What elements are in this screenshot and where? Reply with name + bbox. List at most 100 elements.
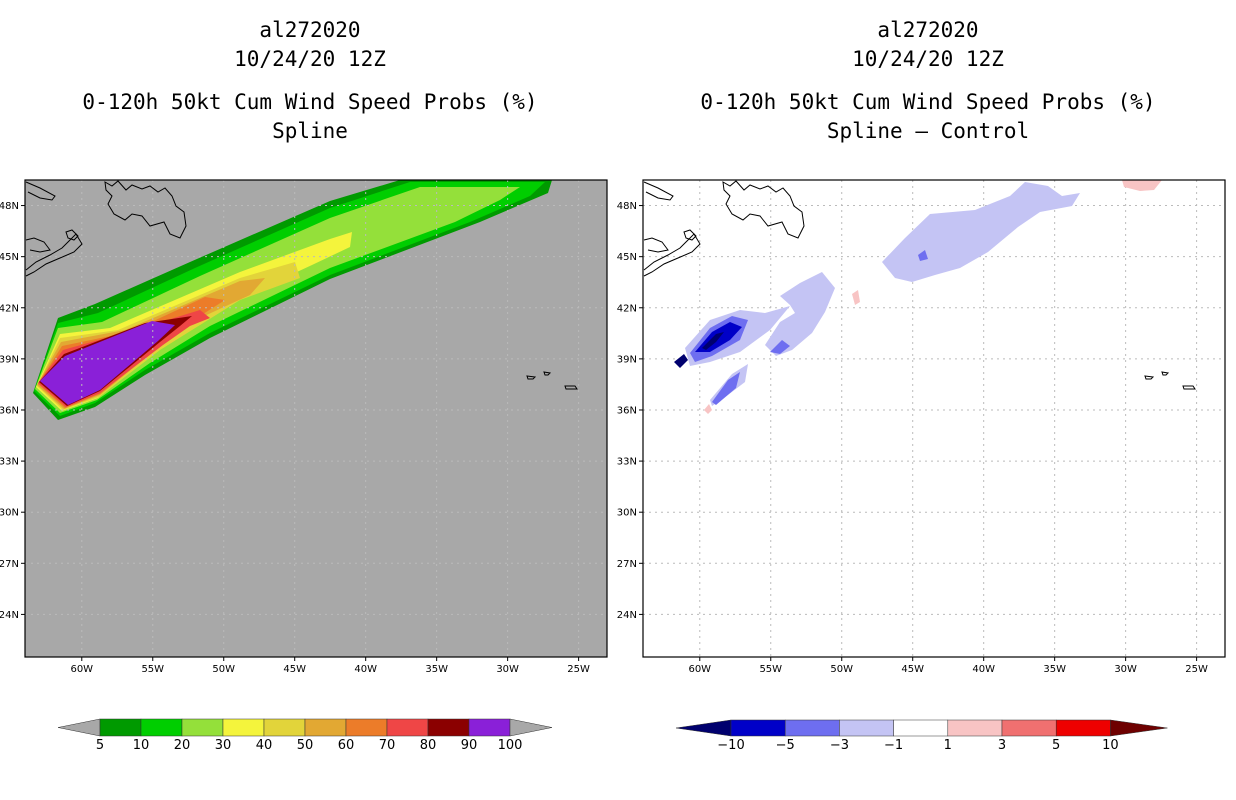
right-lat-lon-grid [643, 180, 1225, 657]
swath-band-90 [40, 321, 175, 405]
lon-label: 45W [283, 664, 306, 675]
diff-negative-extreme [674, 354, 688, 368]
colorbar-swatch [784, 719, 840, 737]
colorbar-swatch [730, 719, 786, 737]
colorbar-swatch [140, 718, 183, 737]
right-map-frame [642, 179, 1226, 658]
lon-label: 60W [688, 664, 711, 675]
lat-label: 36N [617, 405, 637, 416]
left-title-product: 0-120h 50kt Cum Wind Speed Probs (%) Spl… [82, 90, 538, 143]
colorbar-label: 60 [338, 738, 355, 753]
diff-negative-medium [770, 340, 790, 354]
gulf-coast [25, 237, 51, 253]
lat-label: 39N [617, 354, 637, 365]
colorbar-label: −5 [776, 738, 795, 753]
nova-scotia-coast [25, 233, 83, 277]
colorbar-swatch [99, 718, 142, 737]
colorbar-low-arrow [57, 718, 101, 737]
lon-label: 40W [354, 664, 377, 675]
diff-negative-medium [918, 250, 928, 261]
lon-label: 50W [212, 664, 235, 675]
lon-label: 25W [1185, 664, 1208, 675]
diff-negative-medium [712, 372, 740, 405]
newfoundland-coast [104, 180, 187, 239]
swath-band-10 [34, 182, 545, 416]
lon-label: 60W [70, 664, 93, 675]
labrador-coast [643, 181, 674, 201]
left-lat-lon-grid [25, 180, 607, 657]
colorbar-label: 5 [1052, 738, 1060, 753]
colorbar-low-arrow [675, 719, 732, 737]
lon-label: 40W [972, 664, 995, 675]
left-map: 48N 45N 42N 39N 36N 33N 30N 27N 24N 60W 55W 50W 45W… [0, 179, 608, 675]
colorbar-swatch [468, 718, 511, 737]
colorbar-label: 10 [1102, 738, 1119, 753]
left-lat-labels: 48N 45N 42N 39N 36N 33N 30N 27N 24N [0, 201, 25, 621]
colorbar-label: 30 [215, 738, 232, 753]
left-probability-swath [33, 180, 552, 420]
right-lon-labels: 60W 55W 50W 45W 40W 35W 30W 25W [688, 657, 1208, 675]
labrador-coast [25, 181, 56, 201]
lat-label: 33N [617, 457, 637, 468]
colorbar-label: −10 [717, 738, 744, 753]
diff-negative-light [882, 182, 1080, 282]
lat-label: 36N [0, 405, 19, 416]
lat-label: 45N [617, 252, 637, 263]
azores-islands [1144, 371, 1196, 390]
colorbar-swatch [839, 719, 894, 737]
colorbar-label: 80 [420, 738, 437, 753]
colorbar-label: −3 [830, 738, 849, 753]
newfoundland-coast [722, 180, 805, 239]
right-title-header: al272020 10/24/20 12Z [852, 18, 1004, 71]
lon-label: 55W [759, 664, 782, 675]
lat-label: 27N [0, 559, 19, 570]
lat-label: 42N [617, 303, 637, 314]
colorbar-label: 10 [133, 738, 150, 753]
lon-label: 55W [141, 664, 164, 675]
colorbar-swatch [427, 718, 470, 737]
colorbar-swatch [222, 718, 265, 737]
azores-islands [526, 371, 578, 390]
lon-label: 30W [1114, 664, 1137, 675]
lat-label: 24N [617, 610, 637, 621]
lat-label: 45N [0, 252, 19, 263]
lat-label: 42N [0, 303, 19, 314]
gulf-coast [643, 237, 669, 253]
left-map-frame [24, 179, 608, 658]
colorbar-swatch [1001, 719, 1057, 737]
colorbar-swatch [1055, 719, 1111, 737]
lat-label: 30N [0, 508, 19, 519]
left-lon-labels: 60W 55W 50W 45W 40W 35W 30W 25W [70, 657, 590, 675]
colorbar-swatch [263, 718, 306, 737]
colorbar-swatch [181, 718, 224, 737]
right-lat-labels: 48N 45N 42N 39N 36N 33N 30N 27N 24N [617, 201, 643, 621]
right-colorbar: −10 −5 −3 −1 1 3 5 10 [675, 719, 1168, 753]
diff-negative-light [765, 272, 835, 356]
diff-negative-extreme [702, 332, 724, 350]
left-coastlines [25, 180, 578, 390]
colorbar-label: 100 [498, 738, 523, 753]
colorbar-swatch [345, 718, 388, 737]
colorbar-label: 3 [998, 738, 1006, 753]
colorbar-label: 70 [379, 738, 396, 753]
swath-band-20 [35, 187, 520, 413]
colorbar-swatch [304, 718, 347, 737]
right-title-product: 0-120h 50kt Cum Wind Speed Probs (%) Spl… [700, 90, 1156, 143]
lon-label: 35W [425, 664, 448, 675]
cape-breton-coast [683, 229, 697, 241]
colorbar-label: −1 [884, 738, 903, 753]
colorbar-swatch [947, 719, 1003, 737]
lat-label: 27N [617, 559, 637, 570]
lat-label: 33N [0, 457, 19, 468]
lon-label: 30W [496, 664, 519, 675]
colorbar-swatch [893, 719, 949, 737]
colorbar-label: 20 [174, 738, 191, 753]
colorbar-high-arrow [1110, 719, 1168, 737]
diff-positive-light [704, 404, 712, 414]
right-difference-field [674, 180, 1162, 414]
cape-breton-coast [65, 229, 79, 241]
left-colorbar: 5 10 20 30 40 50 60 70 80 90 100 [57, 718, 553, 753]
right-map: 48N 45N 42N 39N 36N 33N 30N 27N 24N 60W 55W 50W 45W… [617, 179, 1226, 675]
diff-positive-light [1122, 180, 1162, 191]
lat-label: 48N [0, 201, 19, 212]
